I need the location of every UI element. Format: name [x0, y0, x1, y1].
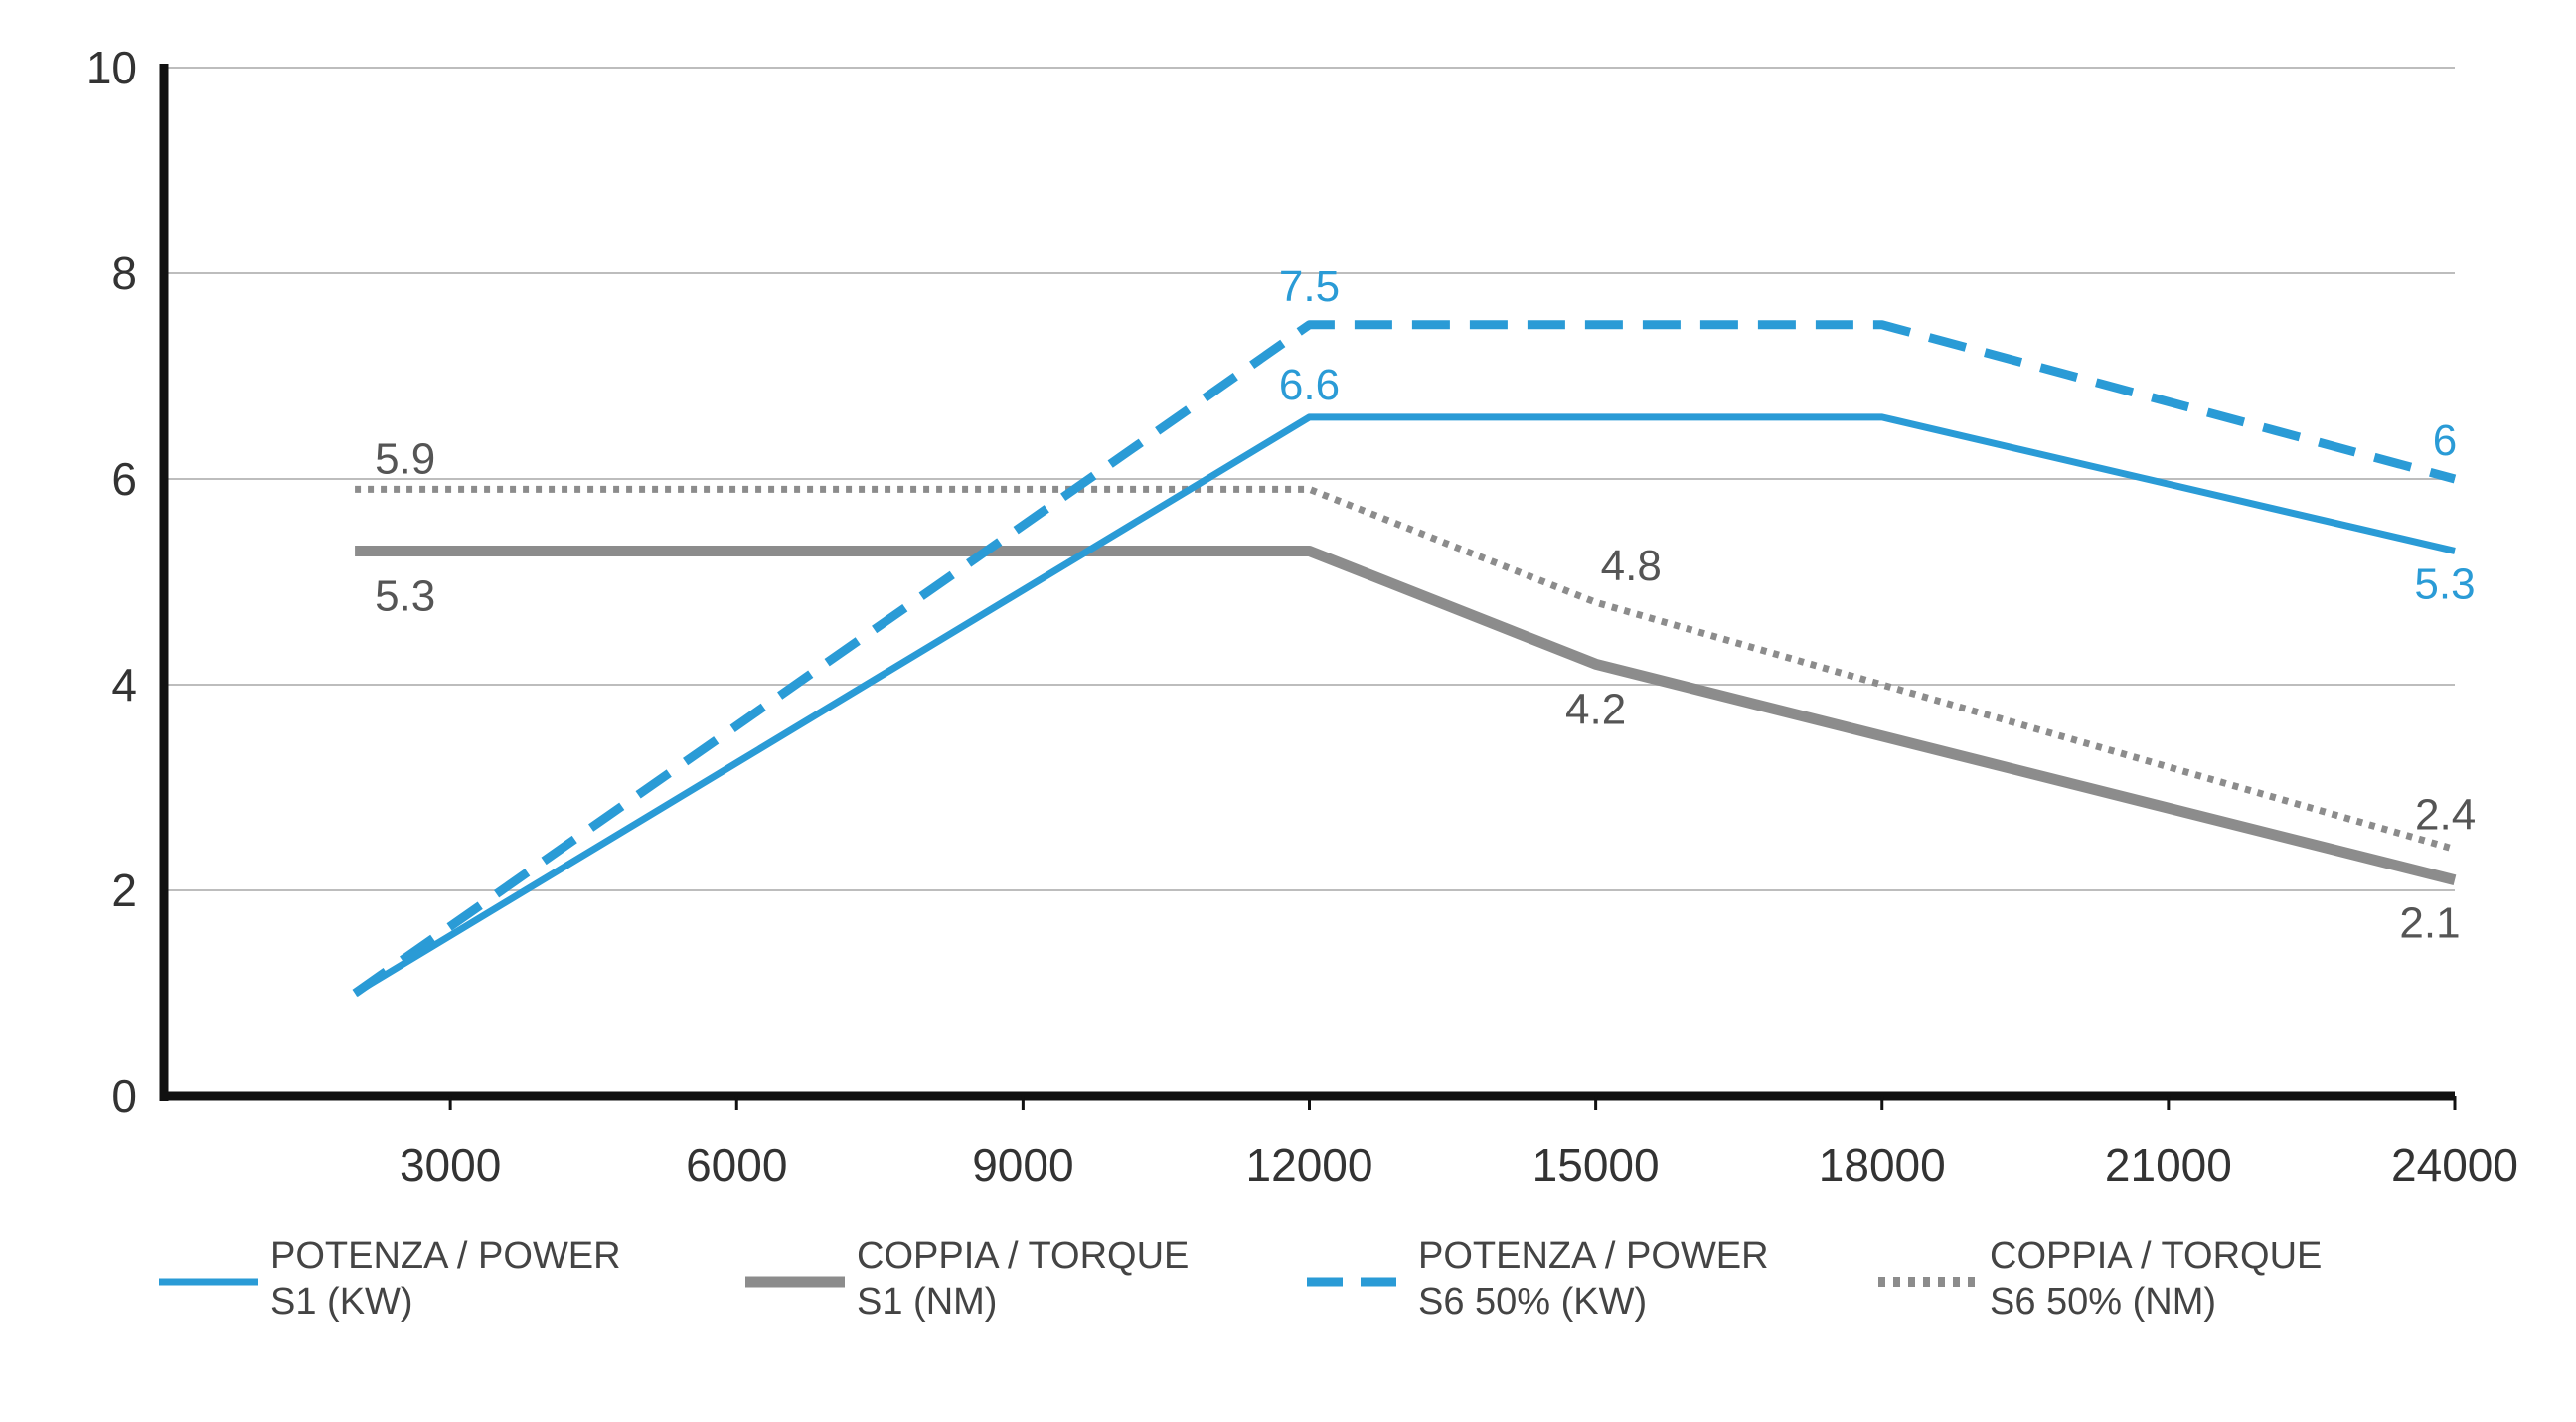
axes	[159, 64, 2457, 1110]
legend-label-line1: POTENZA / POWER	[1418, 1235, 1769, 1277]
y-tick-label: 2	[111, 865, 137, 916]
y-tick-label: 6	[111, 453, 137, 505]
legend-label-line2: S6 50% (NM)	[1990, 1281, 2216, 1323]
x-tick-label: 21000	[2105, 1139, 2232, 1190]
data-label: 5.9	[375, 434, 435, 483]
data-label: 7.5	[1279, 262, 1340, 311]
series-line-3	[352, 320, 2457, 998]
x-tick-label: 15000	[1532, 1139, 1660, 1190]
y-tick-label: 10	[86, 42, 137, 93]
data-label: 6	[2433, 416, 2457, 465]
series-line-1	[353, 413, 2456, 997]
series-lines	[352, 320, 2457, 998]
data-label: 6.6	[1279, 361, 1340, 409]
tick-labels: 0 2 4 6 8 10 3000 6000 9000 12000 15000 18000 21000 2…	[86, 42, 2518, 1190]
y-tick-label: 4	[111, 659, 137, 711]
x-tick-label: 6000	[686, 1139, 787, 1190]
y-tick-label: 0	[111, 1070, 137, 1122]
legend-label-line1: COPPIA / TORQUE	[1990, 1235, 2322, 1277]
legend-label-line2: S1 (NM)	[857, 1281, 997, 1323]
series-line-2	[355, 545, 2457, 885]
x-tick-label: 24000	[2391, 1139, 2518, 1190]
legend-label-line2: S6 50% (KW)	[1418, 1281, 1647, 1323]
data-labels: 6.6 5.3 5.3 4.2 2.1 7.5 6 5.9 4.8 2.4	[375, 262, 2476, 948]
legend-label-line1: POTENZA / POWER	[270, 1235, 621, 1277]
legend-label-line2: S1 (KW)	[270, 1281, 413, 1323]
x-tick-label: 18000	[1819, 1139, 1946, 1190]
x-tick-label: 12000	[1246, 1139, 1373, 1190]
gridlines	[164, 67, 2455, 891]
series-line-4	[355, 485, 2456, 853]
data-label: 4.2	[1565, 685, 1626, 733]
data-label: 5.3	[375, 571, 435, 620]
x-tick-label: 3000	[400, 1139, 501, 1190]
data-label: 5.3	[2414, 559, 2475, 608]
legend-label-line1: COPPIA / TORQUE	[857, 1235, 1189, 1277]
y-tick-label: 8	[111, 247, 137, 299]
data-label: 4.8	[1601, 542, 1662, 590]
data-label: 2.1	[2399, 899, 2460, 948]
x-tick-label: 9000	[972, 1139, 1073, 1190]
data-label: 2.4	[2415, 791, 2476, 840]
